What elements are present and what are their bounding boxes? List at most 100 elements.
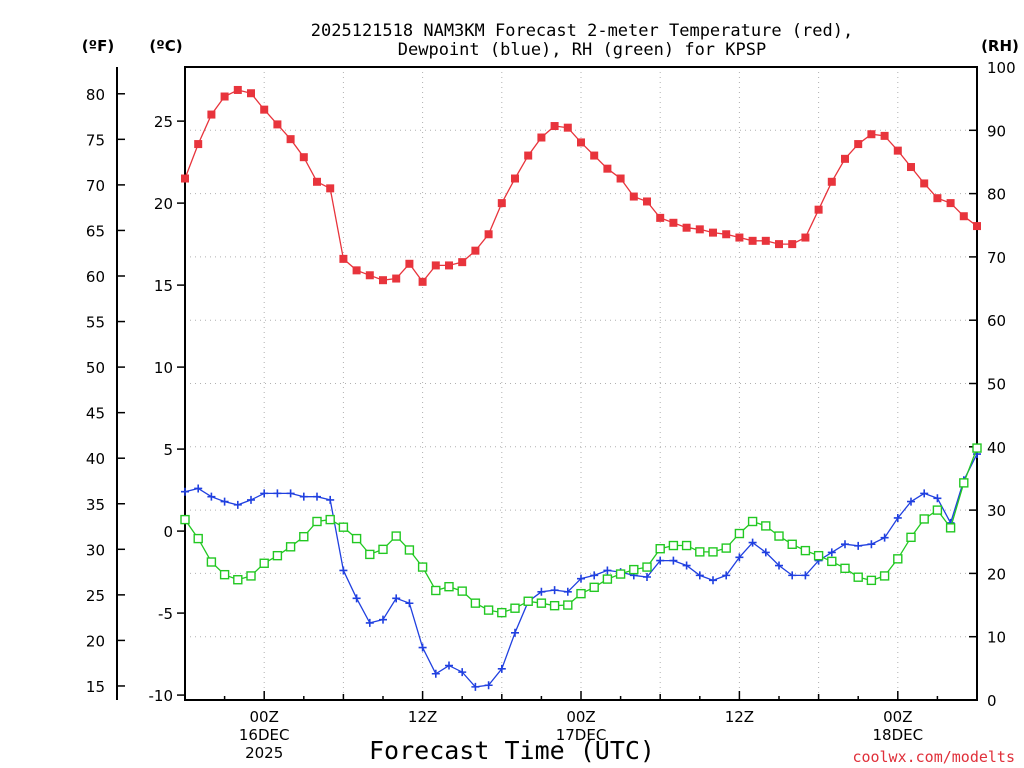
dewpoint-point: [194, 484, 203, 493]
rh-tick-label: 10: [987, 629, 1006, 647]
rh-point: [945, 523, 956, 533]
2-meter-temperature-point: [801, 233, 810, 242]
2-meter-temperature-point: [326, 184, 335, 193]
rh-tick-label: 40: [987, 439, 1006, 457]
dewpoint-point: [722, 571, 731, 580]
dewpoint-point: [761, 548, 770, 557]
dewpoint-point: [326, 495, 335, 504]
dewpoint-point: [220, 497, 229, 506]
dewpoint-point: [273, 489, 282, 498]
2-meter-temperature-point: [722, 230, 731, 239]
dewpoint-point: [563, 587, 572, 596]
2-meter-temperature-point: [220, 92, 229, 101]
dewpoint-point: [484, 681, 493, 690]
2-meter-temperature-point: [867, 130, 876, 139]
x-tick-label: 18DEC: [873, 726, 924, 744]
2-meter-temperature-point: [603, 164, 612, 173]
rh-point: [378, 544, 388, 555]
dewpoint-point: [181, 487, 189, 496]
rh-point: [681, 540, 692, 551]
celsius-tick-label: 10: [154, 359, 173, 377]
2-meter-temperature-point: [669, 218, 678, 227]
x-axis-label: Forecast Time (UTC): [369, 736, 655, 765]
2-meter-temperature-point: [920, 179, 929, 188]
rh-tick-label: 90: [987, 122, 1006, 140]
2-meter-temperature-point: [616, 174, 625, 183]
2-meter-temperature-point: [735, 233, 744, 242]
dewpoint-point: [709, 576, 717, 585]
dewpoint-point: [405, 599, 414, 608]
fahrenheit-tick-label: 20: [86, 632, 105, 650]
rh-point: [259, 558, 269, 568]
rh-point: [893, 554, 903, 564]
rh-point: [787, 539, 797, 549]
x-tick-label: 00Z: [250, 708, 279, 726]
2-meter-temperature-point: [339, 254, 348, 263]
2-meter-temperature-point: [511, 174, 519, 183]
fahrenheit-tick-label: 60: [86, 268, 105, 286]
dewpoint-point: [590, 571, 599, 580]
rh-point: [959, 478, 969, 488]
celsius-tick-label: 5: [163, 441, 173, 459]
2-meter-temperature-point: [893, 146, 902, 155]
2-meter-temperature-point: [537, 133, 546, 142]
2-meter-temperature-point: [854, 140, 863, 149]
rh-point: [523, 596, 533, 606]
dewpoint-point: [313, 492, 321, 501]
fahrenheit-tick-label: 25: [86, 587, 105, 605]
dewpoint-point: [841, 540, 849, 549]
2-meter-temperature-point: [405, 259, 414, 268]
dewpoint-point: [577, 574, 585, 583]
2-meter-temperature-point: [907, 163, 915, 172]
rh-point: [972, 443, 982, 453]
rh-point: [932, 505, 943, 515]
dewpoint-point: [669, 556, 678, 565]
dewpoint-point: [880, 533, 889, 542]
fahrenheit-tick-label: 15: [86, 678, 105, 696]
dewpoint-series: [181, 450, 981, 691]
rh-point: [563, 600, 573, 610]
x-tick-label: 17DEC: [556, 726, 607, 744]
2-meter-temperature-point: [550, 122, 559, 131]
celsius-tick-label: -5: [158, 605, 173, 623]
dewpoint-point: [920, 489, 929, 498]
dewpoint-point: [933, 494, 942, 503]
fahrenheit-tick-label: 40: [86, 450, 105, 468]
2-meter-temperature-point: [392, 274, 401, 283]
rh-tick-label: 20: [987, 565, 1006, 583]
celsius-tick-label: 25: [154, 113, 173, 131]
chart-title-line-1: 2025121518 NAM3KM Forecast 2-meter Tempe…: [311, 21, 853, 41]
rh-point: [325, 514, 335, 525]
rh-tick-label: 80: [987, 186, 1006, 204]
dewpoint-point: [392, 594, 401, 603]
fahrenheit-tick-label: 75: [86, 131, 105, 149]
2-meter-temperature-point: [761, 236, 770, 245]
x-tick-label: 00Z: [883, 708, 912, 726]
dewpoint-point: [379, 615, 387, 624]
rh-point: [840, 563, 850, 574]
dewpoint-point: [511, 628, 519, 637]
gridlines: [185, 67, 977, 700]
rh-point: [497, 607, 507, 618]
rh-unit-label: (RH): [981, 37, 1019, 55]
2-meter-temperature-point: [445, 261, 453, 270]
2-meter-temperature-point: [299, 153, 308, 162]
2-meter-temperature-point: [313, 177, 321, 186]
rh-point: [365, 549, 375, 560]
rh-point: [510, 603, 520, 613]
2-meter-temperature-series: [181, 85, 981, 286]
2-meter-temperature-point: [181, 174, 189, 183]
2-meter-temperature-point: [233, 85, 242, 94]
x-tick-label: 12Z: [408, 708, 437, 726]
rh-point: [853, 572, 863, 582]
dewpoint-point: [418, 643, 427, 652]
2-meter-temperature-point: [629, 192, 638, 201]
fahrenheit-tick-label: 30: [86, 541, 105, 559]
2-meter-temperature-point: [273, 120, 282, 129]
2-meter-temperature-point: [788, 240, 797, 249]
2-meter-temperature-point: [497, 199, 506, 208]
rh-tick-label: 70: [987, 249, 1006, 267]
2-meter-temperature-point: [695, 225, 704, 234]
rh-point: [655, 544, 665, 554]
